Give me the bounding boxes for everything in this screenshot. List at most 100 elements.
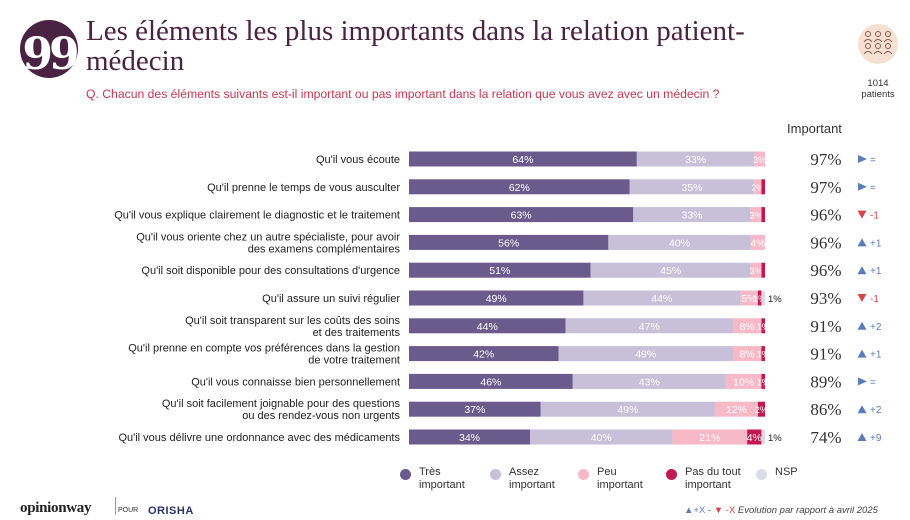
bar-segment	[636, 151, 755, 167]
bar-segment	[761, 179, 765, 195]
evolution-same-icon	[858, 377, 867, 386]
evolution-same-icon	[858, 155, 867, 163]
category-label: Qu'il vous explique clairement le diagno…	[114, 210, 400, 222]
bar-segment	[409, 290, 584, 306]
data-label: 49%	[486, 293, 507, 305]
evolution-value: =	[870, 155, 876, 166]
opinionway-logo: opinionway	[20, 500, 92, 516]
data-label: 4%	[750, 237, 765, 249]
bar-segment	[761, 346, 765, 362]
data-label: 3%	[750, 211, 763, 221]
bar-segment	[583, 290, 741, 306]
evolution-note-text: Evolution par rapport à avril 2025	[735, 505, 878, 516]
bar-segment	[761, 318, 765, 334]
data-label: 12%	[726, 404, 747, 416]
patients-count: 1014	[867, 78, 889, 89]
data-label: 21%	[699, 432, 720, 444]
legend-swatch	[756, 469, 767, 480]
brand-pour: POUR	[118, 507, 139, 514]
evolution-value: +1	[870, 350, 882, 361]
data-label: 42%	[473, 349, 494, 361]
data-label: 4%	[747, 432, 762, 444]
evolution-value: -1	[870, 294, 879, 305]
page-title: Les éléments les plus importants dans la…	[86, 15, 745, 77]
evolution-up-icon	[857, 321, 867, 330]
bar-segment	[761, 290, 765, 306]
category-label: Qu'il soit disponible pour des consultat…	[141, 265, 400, 277]
important-total: 97%	[810, 178, 841, 197]
category-label: Qu'il vous délivre une ordonnance avec d…	[118, 432, 400, 444]
data-label: 47%	[639, 321, 660, 333]
evolution-value: +2	[870, 322, 882, 333]
bar-segment	[409, 429, 531, 445]
data-label: 51%	[489, 265, 510, 277]
important-total: 97%	[810, 150, 841, 169]
data-label: 2%	[755, 405, 768, 415]
evolution-value: =	[870, 183, 876, 194]
data-label: 3%	[750, 266, 763, 276]
outside-data-label: 1%	[768, 433, 782, 444]
bar-segment	[732, 318, 762, 334]
data-label: 35%	[682, 182, 703, 194]
evolution-same-icon	[858, 182, 867, 191]
evolution-down-icon	[857, 210, 867, 219]
important-total: 91%	[810, 317, 841, 336]
category-label: Qu'il vous connaisse bien personnellemen…	[191, 376, 400, 388]
bar-segment	[725, 373, 762, 389]
legend-swatch	[578, 469, 589, 480]
data-label: 1%	[753, 294, 766, 304]
data-label: 43%	[639, 376, 660, 388]
category-label: Qu'il vous écoute	[316, 154, 400, 166]
people-icon	[858, 24, 898, 64]
important-total: 89%	[810, 372, 841, 391]
orisha-logo: ORISHA	[148, 505, 194, 517]
bar-segment	[409, 262, 591, 278]
bar-segment	[590, 262, 751, 278]
bar-segment	[750, 262, 762, 278]
evolution-note-sep: -	[705, 505, 714, 516]
bar-segment	[540, 401, 716, 417]
evolution-up-icon	[857, 405, 867, 414]
bar-segment	[761, 373, 765, 389]
bar-segment	[633, 207, 751, 223]
category-label: Qu'il prenne en compte vos préférences d…	[128, 343, 400, 355]
evolution-note-down: ▼ -X	[713, 505, 736, 516]
bar-segment	[558, 346, 733, 362]
data-label: 63%	[511, 210, 532, 222]
bar-segment	[409, 401, 541, 417]
category-label: Qu'il prenne le temps de vous ausculter	[207, 182, 400, 194]
category-label: de votre traitement	[308, 355, 400, 367]
legend-swatch	[490, 469, 501, 480]
data-label: 45%	[660, 265, 681, 277]
brand-divider	[115, 497, 116, 515]
data-label: 37%	[464, 404, 485, 416]
bar-segment	[608, 234, 751, 250]
bar-segment	[747, 429, 762, 445]
legend-label: NSP	[775, 466, 798, 478]
evolution-up-icon	[857, 266, 867, 275]
bar-segment	[732, 346, 762, 362]
bar-segment	[750, 207, 762, 223]
bar-segment	[754, 151, 765, 167]
bar-segment	[761, 429, 765, 445]
data-label: 34%	[459, 432, 480, 444]
data-label: 1%	[757, 350, 770, 360]
data-label: 10%	[733, 376, 754, 388]
evolution-up-icon	[857, 238, 867, 247]
stacked-bar-chart: Qu'il vous écoute 64% 33% 3% 97% = Qu'il prenn…	[114, 150, 882, 447]
bar-segment	[757, 401, 765, 417]
bar-segment	[715, 401, 758, 417]
patients-label: patients	[861, 89, 895, 100]
legend-label: Très important	[419, 466, 465, 491]
data-label: 44%	[477, 321, 498, 333]
evolution-note-up: ▲+X	[684, 505, 706, 516]
important-total: 91%	[810, 345, 841, 364]
data-label: 1%	[757, 322, 770, 332]
important-total: 74%	[810, 428, 841, 447]
bar-segment	[750, 234, 765, 250]
evolution-up-icon	[857, 349, 867, 358]
category-label: des examens complémentaires	[248, 243, 401, 255]
legend-label: Peu important	[597, 466, 643, 491]
important-total: 96%	[810, 261, 841, 280]
important-total: 86%	[810, 400, 841, 419]
